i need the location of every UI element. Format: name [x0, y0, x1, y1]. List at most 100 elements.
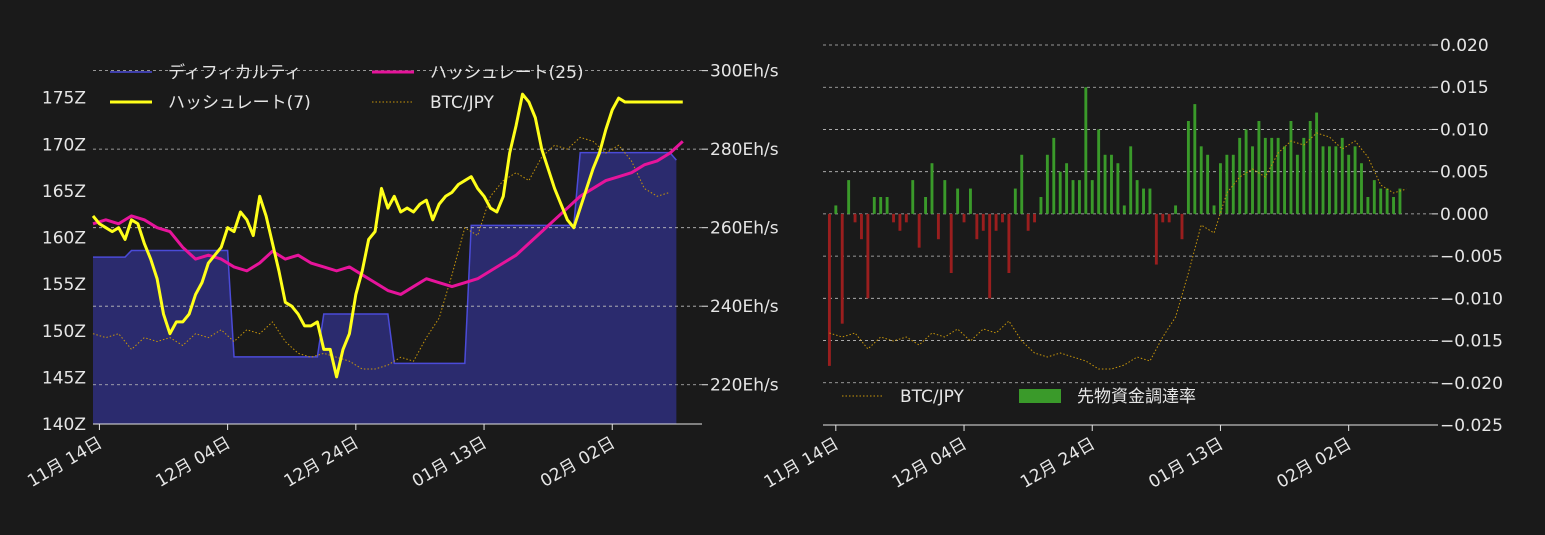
- left-tick-label: 170Z: [42, 135, 86, 155]
- funding-bar: [1058, 171, 1062, 214]
- funding-bar: [1052, 137, 1056, 214]
- funding-bar: [911, 180, 915, 214]
- funding-bar: [1340, 137, 1344, 214]
- funding-bar: [1013, 188, 1017, 214]
- funding-bar: [853, 213, 857, 223]
- funding-bar: [1161, 213, 1165, 223]
- funding-bar: [1302, 137, 1306, 214]
- y-tick-label: 0.015: [1440, 78, 1489, 98]
- funding-bar: [834, 205, 838, 214]
- funding-bar: [1090, 180, 1094, 214]
- y-tick-label: 0.005: [1440, 163, 1489, 183]
- left-tick-label: 145Z: [42, 368, 86, 388]
- legend-funding-swatch: [1019, 389, 1061, 403]
- funding-bar: [1238, 137, 1242, 214]
- funding-bar: [1225, 154, 1229, 214]
- funding-bar: [866, 213, 870, 299]
- funding-bar: [988, 213, 992, 299]
- y-tick-label: −0.015: [1440, 332, 1503, 352]
- funding-bar: [1244, 129, 1248, 214]
- funding-bar: [898, 213, 902, 231]
- funding-bar: [962, 213, 966, 223]
- legend-difficulty-label: ディフィカルティ: [168, 62, 301, 83]
- funding-bar: [1116, 163, 1120, 214]
- difficulty-area: [93, 152, 677, 424]
- left-tick-label: 160Z: [42, 229, 86, 249]
- legend-btc-label: BTC/JPY: [900, 387, 965, 407]
- funding-bar: [1206, 154, 1210, 214]
- x-tick-label: 12月 04日: [889, 434, 971, 493]
- funding-bar: [1347, 154, 1351, 214]
- funding-bar: [1142, 188, 1145, 214]
- funding-bar: [1263, 137, 1267, 214]
- funding-bar: [1353, 146, 1357, 214]
- funding-bar: [1360, 163, 1363, 214]
- funding-bar: [1212, 205, 1216, 214]
- funding-bar: [1289, 121, 1293, 214]
- funding-bar: [1154, 213, 1158, 265]
- legend-funding-label: 先物資金調達率: [1077, 387, 1196, 407]
- funding-bar: [1186, 121, 1190, 214]
- x-tick-label: 01月 13日: [1145, 434, 1227, 493]
- funding-bar: [968, 188, 972, 214]
- funding-bar: [1167, 213, 1171, 223]
- left-tick-label: 140Z: [42, 415, 86, 435]
- funding-bar: [1084, 87, 1088, 214]
- funding-bar: [1283, 146, 1287, 214]
- funding-bar: [1385, 188, 1389, 214]
- left-tick-label: 175Z: [42, 89, 86, 109]
- funding-bar: [1372, 180, 1376, 214]
- funding-bar: [885, 197, 889, 214]
- funding-bar: [1001, 213, 1004, 223]
- right-tick-label: 240Eh/s: [710, 297, 779, 317]
- funding-bar: [879, 197, 883, 214]
- funding-bar: [1199, 146, 1203, 214]
- funding-bar: [892, 213, 895, 223]
- legend-btc-label: BTC/JPY: [430, 93, 495, 113]
- funding-bar: [1148, 188, 1152, 214]
- right-tick-label: 220Eh/s: [710, 376, 779, 396]
- y-tick-label: −0.020: [1440, 374, 1503, 394]
- funding-bar: [1039, 197, 1043, 214]
- funding-bar: [1077, 180, 1081, 214]
- funding-bar: [1334, 146, 1338, 214]
- y-tick-label: −0.005: [1440, 247, 1503, 267]
- hashrate7-line: [91, 92, 683, 379]
- funding-bar: [994, 213, 998, 231]
- funding-bar: [1392, 197, 1395, 214]
- x-tick-label: 02月 02日: [1274, 434, 1356, 493]
- funding-bar: [1251, 146, 1254, 214]
- funding-bar: [904, 213, 908, 223]
- left-tick-label: 150Z: [42, 322, 86, 342]
- btc-price-line: [829, 132, 1407, 370]
- y-tick-label: 0.020: [1440, 36, 1489, 56]
- funding-bar: [872, 197, 876, 214]
- funding-bar: [1135, 180, 1139, 214]
- funding-bar: [956, 188, 960, 214]
- funding-bar: [1327, 146, 1331, 214]
- funding-bar: [981, 213, 985, 231]
- funding-bar: [1276, 137, 1280, 214]
- funding-bar: [1308, 121, 1312, 214]
- funding-bar: [1231, 154, 1235, 214]
- funding-bar: [840, 213, 844, 324]
- hashrate-difficulty-chart: 220Eh/s 240Eh/s 260Eh/s 280Eh/s 300Eh/s 140Z 1…: [24, 62, 779, 492]
- y-tick-label: 0.000: [1440, 205, 1489, 225]
- funding-bar: [1270, 137, 1274, 214]
- funding-bar: [1097, 129, 1101, 214]
- funding-bar: [847, 180, 851, 214]
- funding-bar: [1071, 180, 1075, 214]
- funding-bar: [1398, 188, 1402, 214]
- funding-bar: [1174, 205, 1178, 214]
- y-tick-label: −0.025: [1440, 416, 1503, 436]
- funding-bar: [1026, 213, 1030, 231]
- right-tick-label: 280Eh/s: [710, 140, 779, 160]
- left-tick-label: 155Z: [42, 275, 86, 295]
- funding-bar: [1193, 104, 1197, 214]
- funding-bar: [1020, 154, 1024, 214]
- right-tick-label: 300Eh/s: [710, 62, 779, 82]
- funding-bar: [1007, 213, 1011, 273]
- funding-bar: [1366, 197, 1370, 214]
